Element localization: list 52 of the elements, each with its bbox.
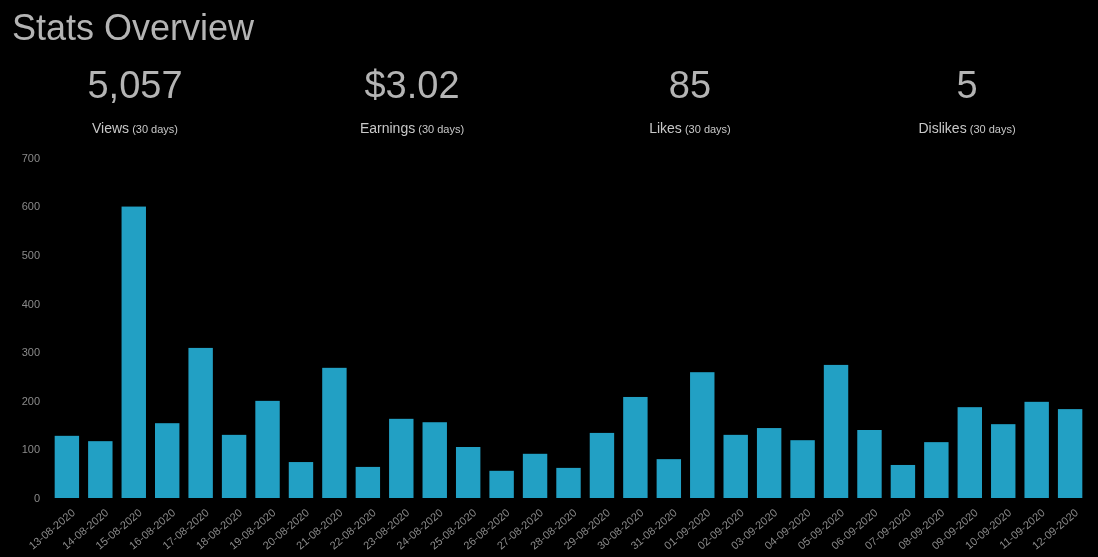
bar — [924, 442, 949, 498]
bar — [690, 372, 715, 498]
bar — [121, 206, 146, 498]
bar — [288, 462, 314, 498]
text: Earnings — [359, 120, 416, 136]
bar — [890, 464, 916, 498]
bar — [389, 418, 414, 498]
bar — [556, 467, 581, 498]
y-tick-label: 0 — [33, 491, 40, 504]
bar — [623, 396, 648, 498]
bar — [589, 432, 615, 498]
text: (30 days) — [415, 123, 465, 135]
y-tick-label: 400 — [21, 297, 40, 310]
text: (30 days) — [966, 123, 1016, 135]
bar — [188, 347, 213, 498]
bar — [1024, 401, 1049, 498]
bar — [88, 441, 113, 498]
bar — [857, 430, 882, 498]
bar — [522, 453, 548, 498]
text: 5,057 — [87, 64, 183, 106]
text: Dislikes — [918, 120, 967, 136]
bar — [221, 434, 247, 498]
bar — [756, 428, 782, 498]
text: $3.02 — [364, 64, 460, 106]
y-tick-label: 600 — [21, 200, 40, 213]
text: 85 — [668, 64, 712, 106]
text: Views — [91, 120, 130, 136]
bar — [790, 440, 815, 498]
bar — [957, 407, 982, 498]
y-tick-label: 100 — [21, 443, 40, 456]
bar — [723, 434, 748, 498]
bar — [54, 435, 80, 498]
bar — [656, 459, 682, 498]
y-tick-label: 200 — [21, 394, 40, 407]
y-tick-label: 300 — [21, 346, 40, 359]
text: (30 days) — [681, 123, 731, 135]
y-tick-label: 500 — [21, 248, 40, 261]
text: (30 days) — [129, 123, 179, 135]
y-tick-label: 700 — [21, 151, 40, 164]
text: Stats Overview — [12, 7, 256, 48]
bar — [1057, 409, 1083, 498]
bar — [355, 466, 381, 498]
text: Likes — [649, 120, 682, 136]
bar — [155, 423, 180, 498]
bar — [422, 422, 447, 498]
bar — [489, 470, 514, 498]
bar — [255, 400, 280, 498]
bar — [322, 367, 347, 498]
bar — [991, 424, 1016, 498]
bar — [823, 364, 849, 498]
bar — [455, 447, 481, 498]
text: 5 — [956, 64, 978, 106]
